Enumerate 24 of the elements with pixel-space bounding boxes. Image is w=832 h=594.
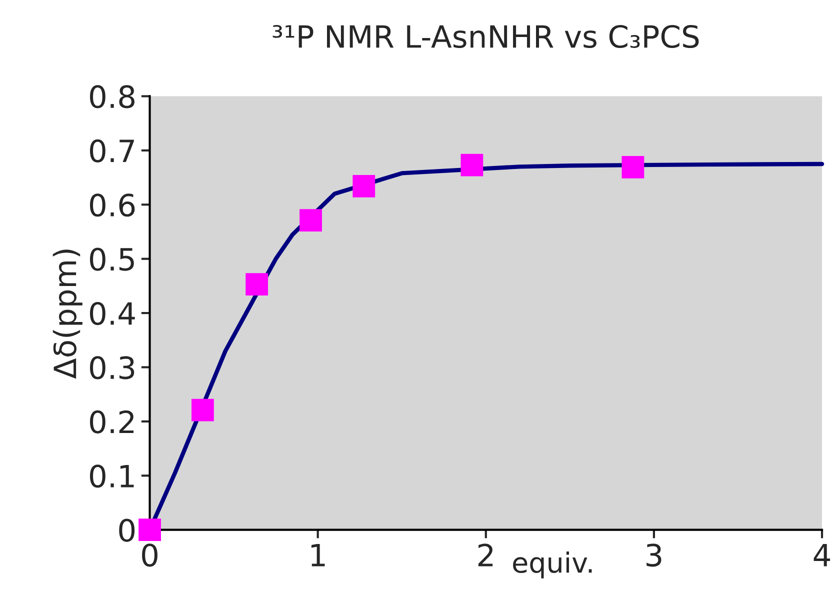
y-tick-label: 0.5 — [90, 248, 134, 271]
point — [246, 273, 268, 296]
y-tick-label: 0.7 — [90, 139, 134, 162]
point — [138, 518, 161, 542]
point — [300, 209, 322, 232]
x-tick-label: 3 — [646, 544, 662, 567]
x-tick-label: 0 — [142, 544, 158, 567]
point — [192, 398, 214, 422]
y-tick-label: 0.3 — [90, 356, 134, 380]
y-tick-label: 0.4 — [90, 302, 135, 326]
point — [352, 175, 376, 198]
x-tick-label: 1 — [311, 544, 325, 566]
y-tick-label: 0.1 — [90, 464, 134, 488]
x-tick-label: 2 — [478, 544, 493, 566]
point — [460, 154, 484, 176]
x-axis-title: equiv. — [513, 552, 592, 578]
chart-title: ³¹P NMR L-AsnNHR vs C₃PCS — [272, 24, 699, 48]
y-tick-label: 0.8 — [90, 85, 134, 108]
x-tick-label: 4 — [814, 544, 830, 566]
y-tick-label: 0.6 — [90, 194, 135, 217]
y-axis-title: Δδ(ppm) — [52, 250, 82, 379]
point — [622, 156, 644, 178]
y-tick-label: 0.2 — [90, 410, 134, 434]
y-tick-label: 0 — [119, 518, 135, 542]
